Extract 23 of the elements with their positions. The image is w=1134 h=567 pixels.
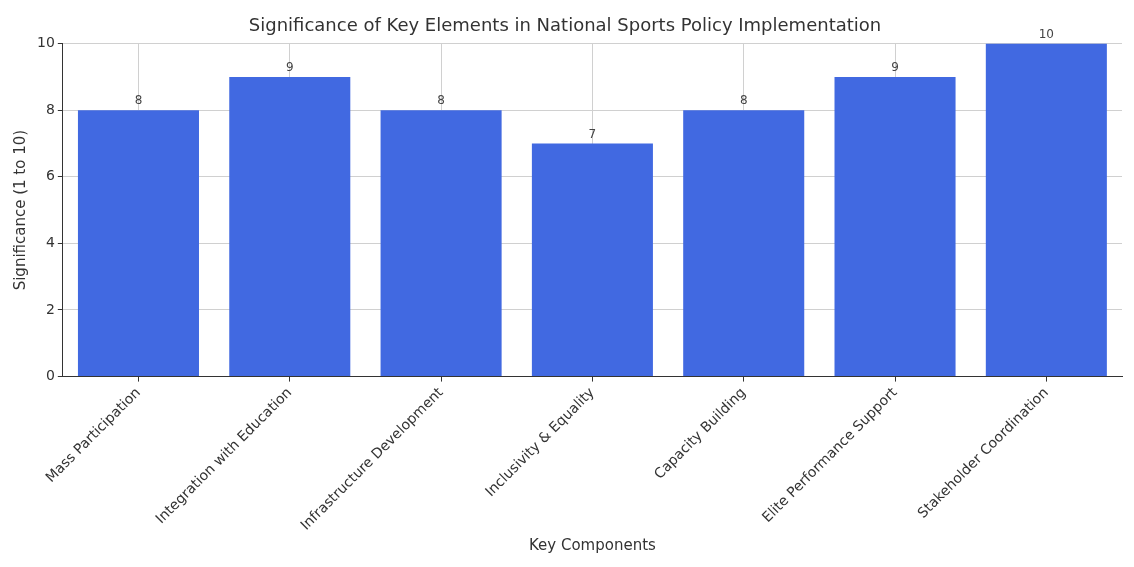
data-label: 9 <box>285 60 294 75</box>
y-tick-label: 4 <box>45 234 55 251</box>
bar <box>683 110 805 377</box>
y-tick-label: 8 <box>45 100 55 117</box>
data-label: 7 <box>588 126 597 141</box>
data-label: 8 <box>134 93 143 108</box>
y-axis-title: Significance (1 to 10) <box>10 129 29 291</box>
y-tick-label: 0 <box>45 367 55 384</box>
chart-title: Significance of Key Elements in National Sports Policy Implementation <box>248 14 882 36</box>
bar <box>531 143 653 377</box>
bar <box>834 76 956 377</box>
bar <box>77 110 199 377</box>
y-tick-label: 6 <box>45 167 55 184</box>
bar <box>985 43 1107 377</box>
data-label: 10 <box>1038 26 1054 41</box>
data-label: 9 <box>891 60 899 75</box>
data-label: 8 <box>437 93 445 108</box>
data-label: 8 <box>739 93 748 108</box>
y-tick-label: 10 <box>36 34 55 51</box>
x-axis-title: Key Components <box>528 535 657 554</box>
bar <box>229 76 351 377</box>
y-tick-label: 2 <box>45 300 55 317</box>
bar <box>380 110 502 377</box>
